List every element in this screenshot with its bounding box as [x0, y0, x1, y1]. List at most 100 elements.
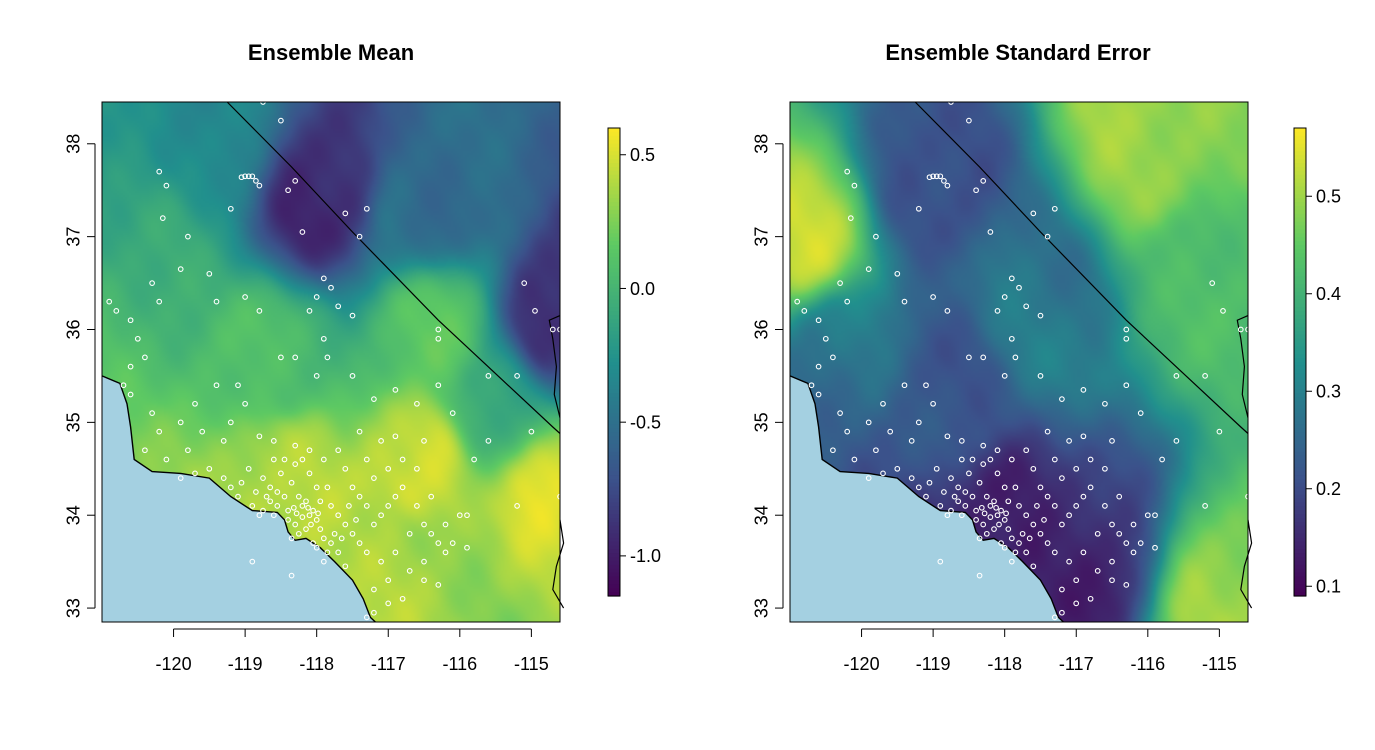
- station-marker: [1080, 387, 1087, 393]
- station-marker: [253, 178, 259, 184]
- station-marker: [127, 363, 134, 370]
- station-marker: [1152, 544, 1158, 551]
- station-marker: [464, 544, 470, 551]
- colorbar-segment: [608, 564, 620, 570]
- station-marker: [815, 391, 822, 398]
- colorbar-segment: [608, 209, 620, 215]
- plot-frame: [789, 101, 1249, 623]
- colorbar-segment: [608, 280, 620, 285]
- colorbar-tick-label: -0.5: [630, 412, 661, 432]
- station-marker: [1144, 512, 1151, 519]
- colorbar-segment: [1294, 143, 1306, 149]
- station-marker: [1051, 549, 1058, 556]
- station-marker: [915, 205, 922, 212]
- colorbar-segment: [608, 455, 620, 461]
- station-marker: [245, 465, 252, 472]
- station-marker: [1001, 517, 1008, 523]
- colorbar-segment: [1294, 412, 1306, 418]
- colorbar-segment: [608, 510, 620, 515]
- station-marker: [1016, 503, 1022, 509]
- station-marker: [994, 308, 1001, 314]
- colorbar-segment: [1294, 576, 1306, 581]
- y-tick-label: 36: [63, 319, 83, 339]
- station-marker: [142, 447, 148, 454]
- colorbar-segment: [608, 486, 620, 492]
- station-marker: [1030, 465, 1037, 472]
- colorbar-segment: [608, 217, 620, 223]
- colorbar-tick-label: 0.0: [630, 279, 655, 299]
- station-marker: [342, 210, 349, 217]
- station-marker: [528, 428, 535, 435]
- station-marker: [901, 298, 908, 305]
- station-marker: [192, 400, 198, 407]
- station-marker: [1019, 530, 1026, 537]
- colorbar-segment: [608, 330, 620, 336]
- y-tick-label: 37: [751, 227, 771, 247]
- colorbar-segment: [1294, 471, 1306, 476]
- station-marker: [1012, 354, 1019, 361]
- station-marker: [844, 298, 851, 305]
- station-marker: [249, 173, 256, 180]
- station-markers: [106, 99, 563, 621]
- ensemble-stderr-panel: Ensemble Standard Error -120 -119 -118 -117…: [751, 40, 1341, 674]
- colorbar-segment: [1294, 498, 1306, 503]
- colorbar-segment: [608, 506, 620, 511]
- station-marker: [1059, 586, 1065, 593]
- colorbar-segment: [608, 568, 620, 574]
- y-tick-label: 34: [63, 505, 83, 525]
- station-marker: [292, 461, 299, 467]
- colorbar-segment: [1294, 252, 1306, 258]
- station-marker: [1123, 540, 1130, 546]
- station-marker: [406, 530, 413, 537]
- colorbar-segment: [608, 256, 620, 262]
- station-marker: [335, 447, 342, 454]
- colorbar-segment: [608, 319, 620, 324]
- colorbar-segment: [1294, 202, 1306, 207]
- ocean-area: [790, 375, 1064, 622]
- colorbar-segment: [608, 299, 620, 305]
- station-marker: [1059, 521, 1065, 528]
- colorbar-segment: [1294, 506, 1306, 511]
- station-marker: [955, 484, 962, 491]
- station-marker: [987, 503, 994, 509]
- colorbar-segment: [608, 182, 620, 188]
- colorbar-frame: [607, 127, 621, 597]
- station-marker: [245, 173, 252, 180]
- colorbar-segment: [608, 186, 620, 191]
- station-marker: [983, 530, 990, 537]
- colorbar-segment: [608, 342, 620, 347]
- station-marker: [1116, 493, 1123, 500]
- station-marker: [926, 174, 933, 181]
- colorbar-segment: [608, 533, 620, 539]
- station-marker: [392, 387, 399, 393]
- station-marker: [966, 470, 972, 477]
- station-marker: [1173, 438, 1180, 444]
- colorbar-segment: [1294, 533, 1306, 539]
- station-marker: [1023, 303, 1030, 310]
- colorbar-segment: [1294, 178, 1306, 184]
- station-marker: [991, 526, 997, 532]
- colorbar-segment: [608, 588, 620, 593]
- x-tick-label: -120: [844, 654, 880, 674]
- colorbar-segment: [608, 436, 620, 441]
- colorbar-segment: [1294, 217, 1306, 223]
- station-marker: [923, 493, 929, 500]
- colorbar-segment: [1294, 385, 1306, 390]
- station-marker: [263, 493, 270, 500]
- station-marker: [285, 507, 291, 514]
- colorbar-segment: [608, 545, 620, 550]
- station-marker: [1102, 465, 1108, 472]
- station-marker: [213, 298, 220, 305]
- station-marker: [880, 470, 886, 477]
- station-marker: [274, 489, 281, 495]
- station-marker: [976, 535, 983, 542]
- station-marker: [1080, 433, 1087, 440]
- station-marker: [435, 335, 442, 342]
- station-marker: [944, 433, 951, 440]
- colorbar-segment: [1294, 564, 1306, 570]
- colorbar-segment: [608, 174, 620, 180]
- colorbar-segment: [608, 502, 620, 507]
- station-marker: [163, 456, 170, 463]
- colorbar-segment: [1294, 404, 1306, 410]
- colorbar-tick-label: 0.5: [630, 145, 655, 165]
